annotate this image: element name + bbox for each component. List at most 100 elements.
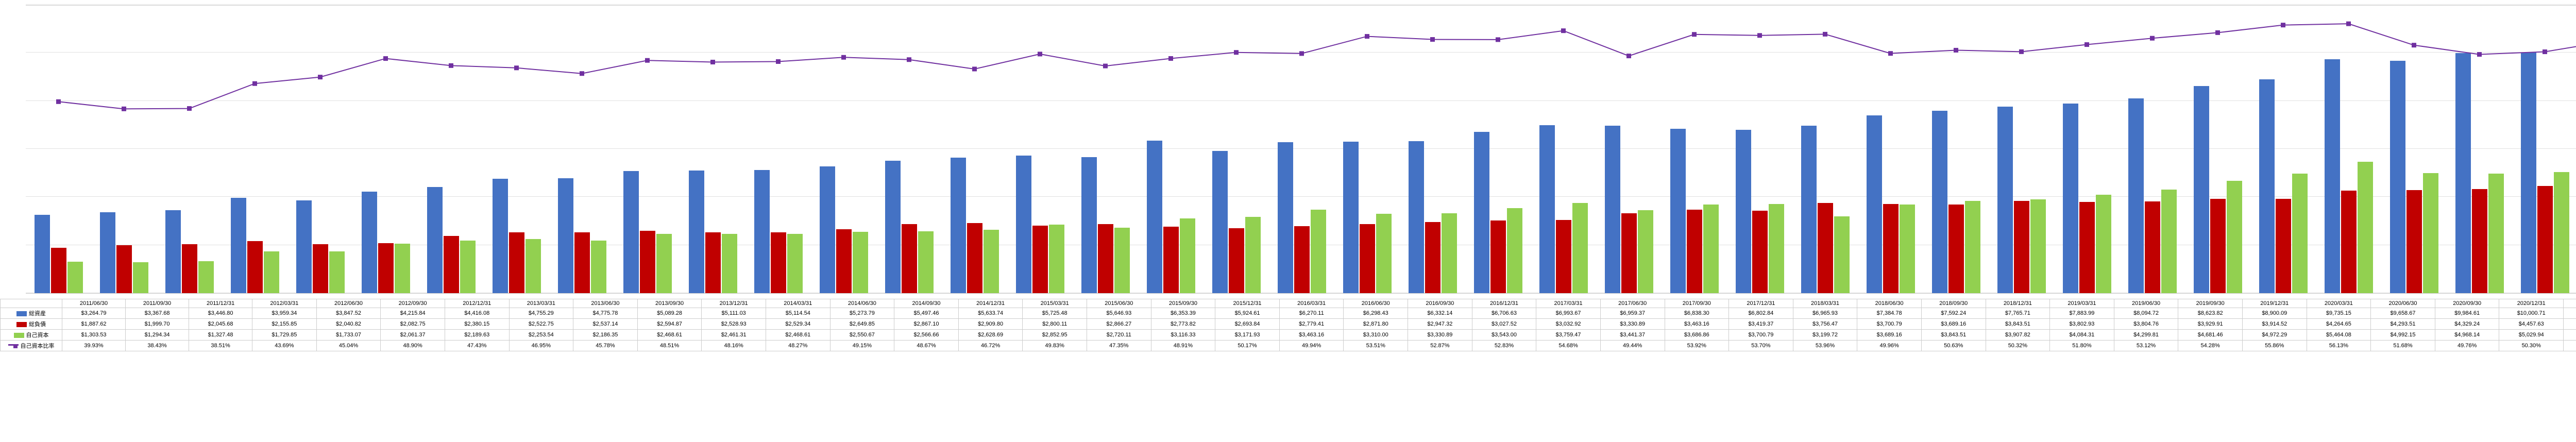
table-cell: 48.16% — [702, 341, 766, 351]
bar-総負債 — [2210, 199, 2226, 293]
bar-自己資本 — [67, 262, 83, 293]
table-header: 2011/06/30 — [62, 299, 126, 308]
legend-総資産: 総資産 — [1, 308, 62, 319]
table-cell: 53.51% — [1344, 341, 1408, 351]
bar-総資産 — [2194, 86, 2209, 293]
bar-総負債 — [1752, 211, 1768, 293]
bar-自己資本 — [1507, 208, 1522, 293]
table-cell: 56.13% — [2307, 341, 2371, 351]
bar-総資産 — [427, 187, 443, 293]
table-cell: $2,468.61 — [637, 330, 702, 341]
bar-総負債 — [2079, 202, 2095, 293]
table-cell: $1,887.62 — [62, 319, 126, 330]
bar-総負債 — [1818, 203, 1833, 293]
bar-総資産 — [493, 179, 508, 293]
bar-自己資本 — [395, 244, 410, 293]
table-cell: $3,843.51 — [1921, 330, 1986, 341]
table-cell: 55.86% — [2242, 341, 2307, 351]
bar-総負債 — [182, 244, 197, 293]
table-header: 2012/09/30 — [381, 299, 445, 308]
table-cell: $2,045.68 — [189, 319, 252, 330]
table-cell: 38.51% — [189, 341, 252, 351]
table-cell: $4,215.84 — [381, 308, 445, 319]
bar-総資産 — [1278, 142, 1293, 293]
table-cell: $4,084.31 — [2050, 330, 2114, 341]
table-cell: $10,384.35 — [2564, 308, 2576, 319]
table-cell: $3,804.76 — [2114, 319, 2178, 330]
table-cell: $5,089.28 — [637, 308, 702, 319]
table-corner — [1, 299, 62, 308]
bar-自己資本 — [1245, 217, 1261, 293]
bar-総負債 — [1294, 226, 1310, 293]
table-cell: $5,646.93 — [1087, 308, 1151, 319]
bar-総資産 — [1932, 111, 1947, 293]
table-cell: $3,847.52 — [316, 308, 381, 319]
table-cell: $6,965.93 — [1793, 308, 1857, 319]
table-cell: $5,114.54 — [766, 308, 830, 319]
bar-自己資本 — [1638, 210, 1653, 293]
table-header: 2012/12/31 — [445, 299, 509, 308]
table-cell: $2,082.75 — [381, 319, 445, 330]
table-cell: $2,566.66 — [894, 330, 959, 341]
bar-自己資本 — [2488, 174, 2504, 293]
table-header: 2020/09/30 — [2435, 299, 2499, 308]
bar-総負債 — [967, 223, 982, 293]
table-cell: $6,298.43 — [1344, 308, 1408, 319]
table-cell: $3,689.16 — [1857, 330, 1922, 341]
table-header: 2011/09/30 — [126, 299, 189, 308]
table-cell: $2,155.85 — [252, 319, 317, 330]
bar-総資産 — [885, 161, 901, 293]
bar-総資産 — [2521, 53, 2536, 293]
table-header: 2019/06/30 — [2114, 299, 2178, 308]
bar-総資産 — [1474, 132, 1489, 293]
table-cell: $2,550.67 — [830, 330, 894, 341]
bar-総資産 — [1409, 141, 1424, 293]
bar-総負債 — [2341, 191, 2357, 293]
table-header: 2016/06/30 — [1344, 299, 1408, 308]
table-cell: $3,463.16 — [1279, 330, 1344, 341]
legend-自己資本比率: 自己資本比率 — [1, 341, 62, 351]
table-cell: $2,537.14 — [573, 319, 638, 330]
table-cell: 48.27% — [766, 341, 830, 351]
bar-総資産 — [100, 212, 115, 293]
table-cell: 49.83% — [1023, 341, 1087, 351]
bar-総負債 — [1621, 213, 1637, 293]
table-cell: $6,802.84 — [1729, 308, 1793, 319]
table-cell: $3,330.89 — [1600, 319, 1665, 330]
bar-自己資本 — [264, 251, 279, 293]
table-header: 2017/06/30 — [1600, 299, 1665, 308]
table-cell: $4,755.29 — [509, 308, 573, 319]
table-cell: $8,623.82 — [2178, 308, 2243, 319]
table-cell: $4,972.29 — [2242, 330, 2307, 341]
bar-総負債 — [2406, 190, 2422, 293]
bar-総負債 — [51, 248, 66, 293]
bar-自己資本 — [133, 262, 148, 293]
table-cell: $1,294.34 — [126, 330, 189, 341]
table-cell: $4,681.46 — [2564, 319, 2576, 330]
table-cell: $3,367.68 — [126, 308, 189, 319]
bar-総負債 — [2472, 189, 2487, 293]
table-header: 2018/09/30 — [1921, 299, 1986, 308]
table-cell: $1,999.70 — [126, 319, 189, 330]
bar-総資産 — [231, 198, 246, 293]
bar-総負債 — [1948, 205, 1964, 293]
bar-総資産 — [2063, 104, 2078, 293]
data-table: 2011/06/302011/09/302011/12/312012/03/31… — [0, 299, 2576, 351]
bar-総負債 — [2014, 201, 2029, 293]
table-cell: $7,384.78 — [1857, 308, 1922, 319]
table-cell: 46.95% — [509, 341, 573, 351]
table-cell: $3,686.86 — [1665, 330, 1729, 341]
bar-総負債 — [1490, 220, 1506, 293]
table-header: 2012/06/30 — [316, 299, 381, 308]
bar-総資産 — [362, 192, 377, 293]
bar-自己資本 — [1572, 203, 1588, 293]
table-cell: $3,543.00 — [1472, 330, 1536, 341]
table-cell: $2,522.75 — [509, 319, 573, 330]
bar-総負債 — [771, 232, 786, 293]
table-cell: $3,914.52 — [2242, 319, 2307, 330]
table-cell: 48.51% — [637, 341, 702, 351]
bar-総資産 — [1343, 142, 1359, 293]
bar-総負債 — [1229, 228, 1244, 293]
table-cell: 49.76% — [2435, 341, 2499, 351]
bar-総資産 — [1081, 157, 1097, 293]
